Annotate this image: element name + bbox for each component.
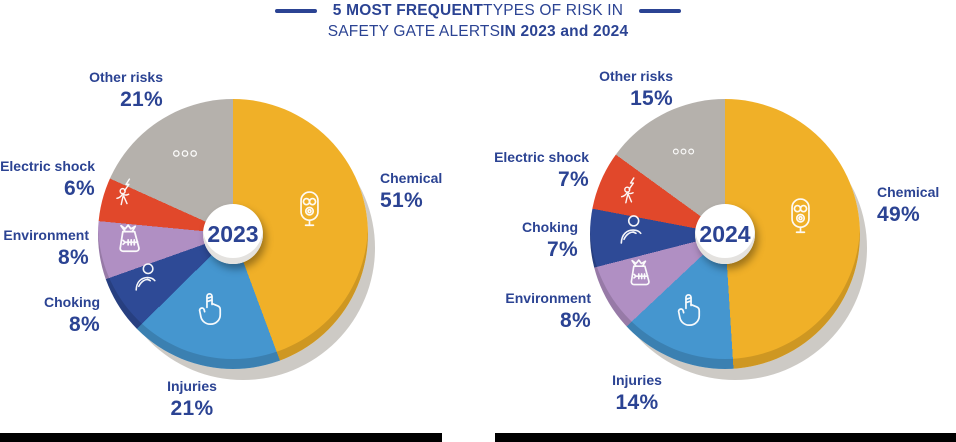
risk-label-electric-shock-2023: Electric shock 6%	[0, 158, 95, 201]
gas-mask-icon	[787, 196, 814, 237]
risk-name: Environment	[505, 290, 591, 306]
risk-name: Choking	[522, 219, 578, 235]
risk-label-choking-2023: Choking 8%	[10, 294, 100, 337]
plastic-bag-fishbone-icon	[112, 224, 149, 257]
title-line1-regular: TYPES OF RISK IN	[483, 2, 624, 19]
three-dots-icon	[172, 149, 198, 158]
chart-title: 5 MOST FREQUENTTYPES OF RISK IN SAFETY G…	[0, 0, 956, 42]
footer-bar-right	[495, 433, 956, 442]
risk-pct: 51%	[380, 188, 423, 212]
risk-name: Choking	[44, 294, 100, 310]
risk-name: Other risks	[599, 68, 673, 84]
footer-bar-left	[0, 433, 442, 442]
year-hub-2024: 2024	[695, 204, 755, 264]
risk-pct: 6%	[64, 176, 95, 200]
year-label-2024: 2024	[699, 220, 751, 247]
risk-name: Injuries	[167, 378, 217, 394]
plastic-bag-fishbone-icon	[624, 259, 658, 290]
year-label-2023: 2023	[207, 220, 259, 247]
risk-label-injuries-2023: Injuries 21%	[147, 378, 237, 421]
title-line-2: SAFETY GATE ALERTSIN 2023 and 2024	[328, 21, 629, 42]
risk-label-other-2023: Other risks 21%	[63, 69, 163, 112]
bandaged-finger-icon	[675, 289, 705, 329]
risk-name: Other risks	[89, 69, 163, 85]
risk-label-environment-2024: Environment 8%	[495, 290, 591, 333]
risk-label-chemical-2024: Chemical 49%	[877, 184, 956, 227]
title-line-1: 5 MOST FREQUENTTYPES OF RISK IN	[333, 0, 623, 21]
bandaged-finger-icon	[196, 289, 226, 327]
risk-name: Chemical	[380, 170, 443, 186]
risk-label-electric-shock-2024: Electric shock 7%	[494, 149, 589, 192]
electrocuted-person-icon	[115, 178, 138, 209]
risk-pct: 7%	[558, 167, 589, 191]
risk-name: Environment	[3, 227, 89, 243]
title-line2-bold: IN 2023 and 2024	[500, 23, 629, 40]
title-line2-regular: SAFETY GATE ALERTS	[327, 23, 501, 40]
risk-pct: 8%	[69, 312, 100, 336]
risk-pct: 21%	[170, 396, 214, 420]
title-dash-right	[639, 8, 682, 13]
title-line1-bold: 5 MOST FREQUENT	[332, 2, 484, 19]
pie-chart-2024: 2024	[590, 99, 860, 369]
risk-name: Injuries	[612, 372, 662, 388]
three-dots-icon	[672, 147, 695, 156]
risk-label-other-2024: Other risks 15%	[573, 68, 673, 111]
risk-label-environment-2023: Environment 8%	[0, 227, 89, 270]
risk-name: Electric shock	[494, 149, 589, 165]
risk-label-chemical-2023: Chemical 51%	[380, 170, 470, 213]
risk-pct: 7%	[547, 237, 578, 261]
risk-pct: 21%	[120, 87, 163, 111]
choking-person-icon	[617, 213, 645, 245]
risk-pct: 14%	[615, 390, 659, 414]
risk-name: Chemical	[877, 184, 940, 200]
risk-label-choking-2024: Choking 7%	[488, 219, 578, 262]
risk-label-injuries-2024: Injuries 14%	[592, 372, 682, 415]
pie-chart-2023: 2023	[98, 99, 368, 369]
gas-mask-icon	[296, 189, 323, 230]
risk-pct: 49%	[877, 202, 920, 226]
electrocuted-person-icon	[618, 177, 644, 207]
risk-name: Electric shock	[0, 158, 95, 174]
title-dash-left	[274, 8, 317, 13]
risk-pct: 8%	[560, 308, 591, 332]
risk-pct: 8%	[58, 245, 89, 269]
year-hub-2023: 2023	[203, 204, 263, 264]
choking-person-icon	[132, 262, 159, 291]
risk-pct: 15%	[630, 86, 673, 110]
